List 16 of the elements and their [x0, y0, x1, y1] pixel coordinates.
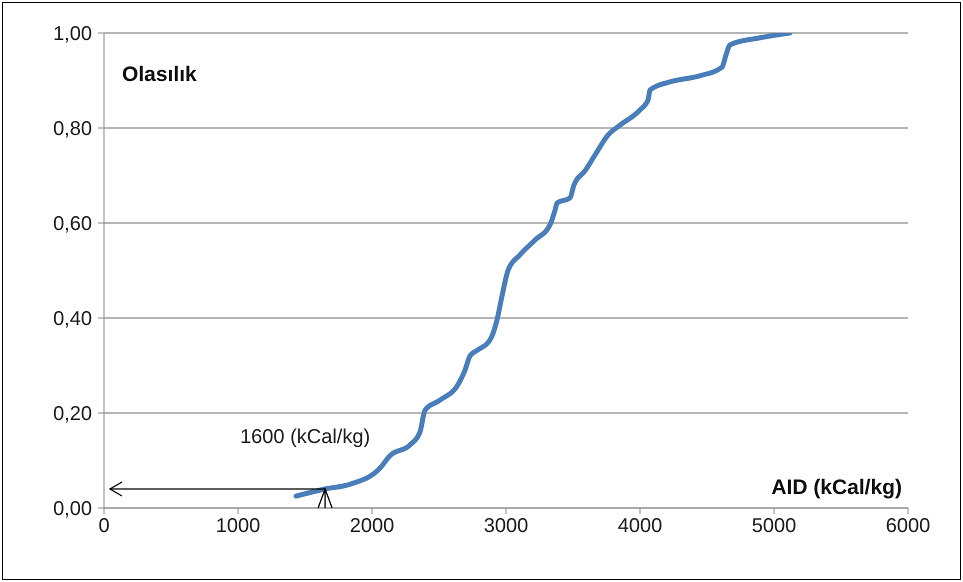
y-tick-label: 0,20	[53, 403, 92, 426]
x-tick-label: 6000	[886, 515, 930, 538]
y-tick-label: 0,00	[53, 498, 92, 520]
x-tick-label: 3000	[484, 515, 528, 538]
x-tick-label: 0	[98, 515, 110, 538]
y-tick-label: 0,80	[53, 118, 92, 140]
y-tick-label: 1,00	[53, 23, 92, 46]
y-axis-title: Olasılık	[122, 63, 198, 86]
y-tick-label: 0,40	[53, 308, 92, 330]
annotation: 1600 (kCal/kg)	[240, 426, 370, 448]
x-axis-title: AID (kCal/kg)	[771, 476, 902, 499]
y-tick-label: 0,60	[53, 213, 92, 236]
x-tick-label: 1000	[216, 515, 260, 538]
x-tick-label: 2000	[350, 515, 394, 538]
x-tick-label: 5000	[752, 515, 796, 538]
x-tick-label: 4000	[618, 515, 662, 538]
